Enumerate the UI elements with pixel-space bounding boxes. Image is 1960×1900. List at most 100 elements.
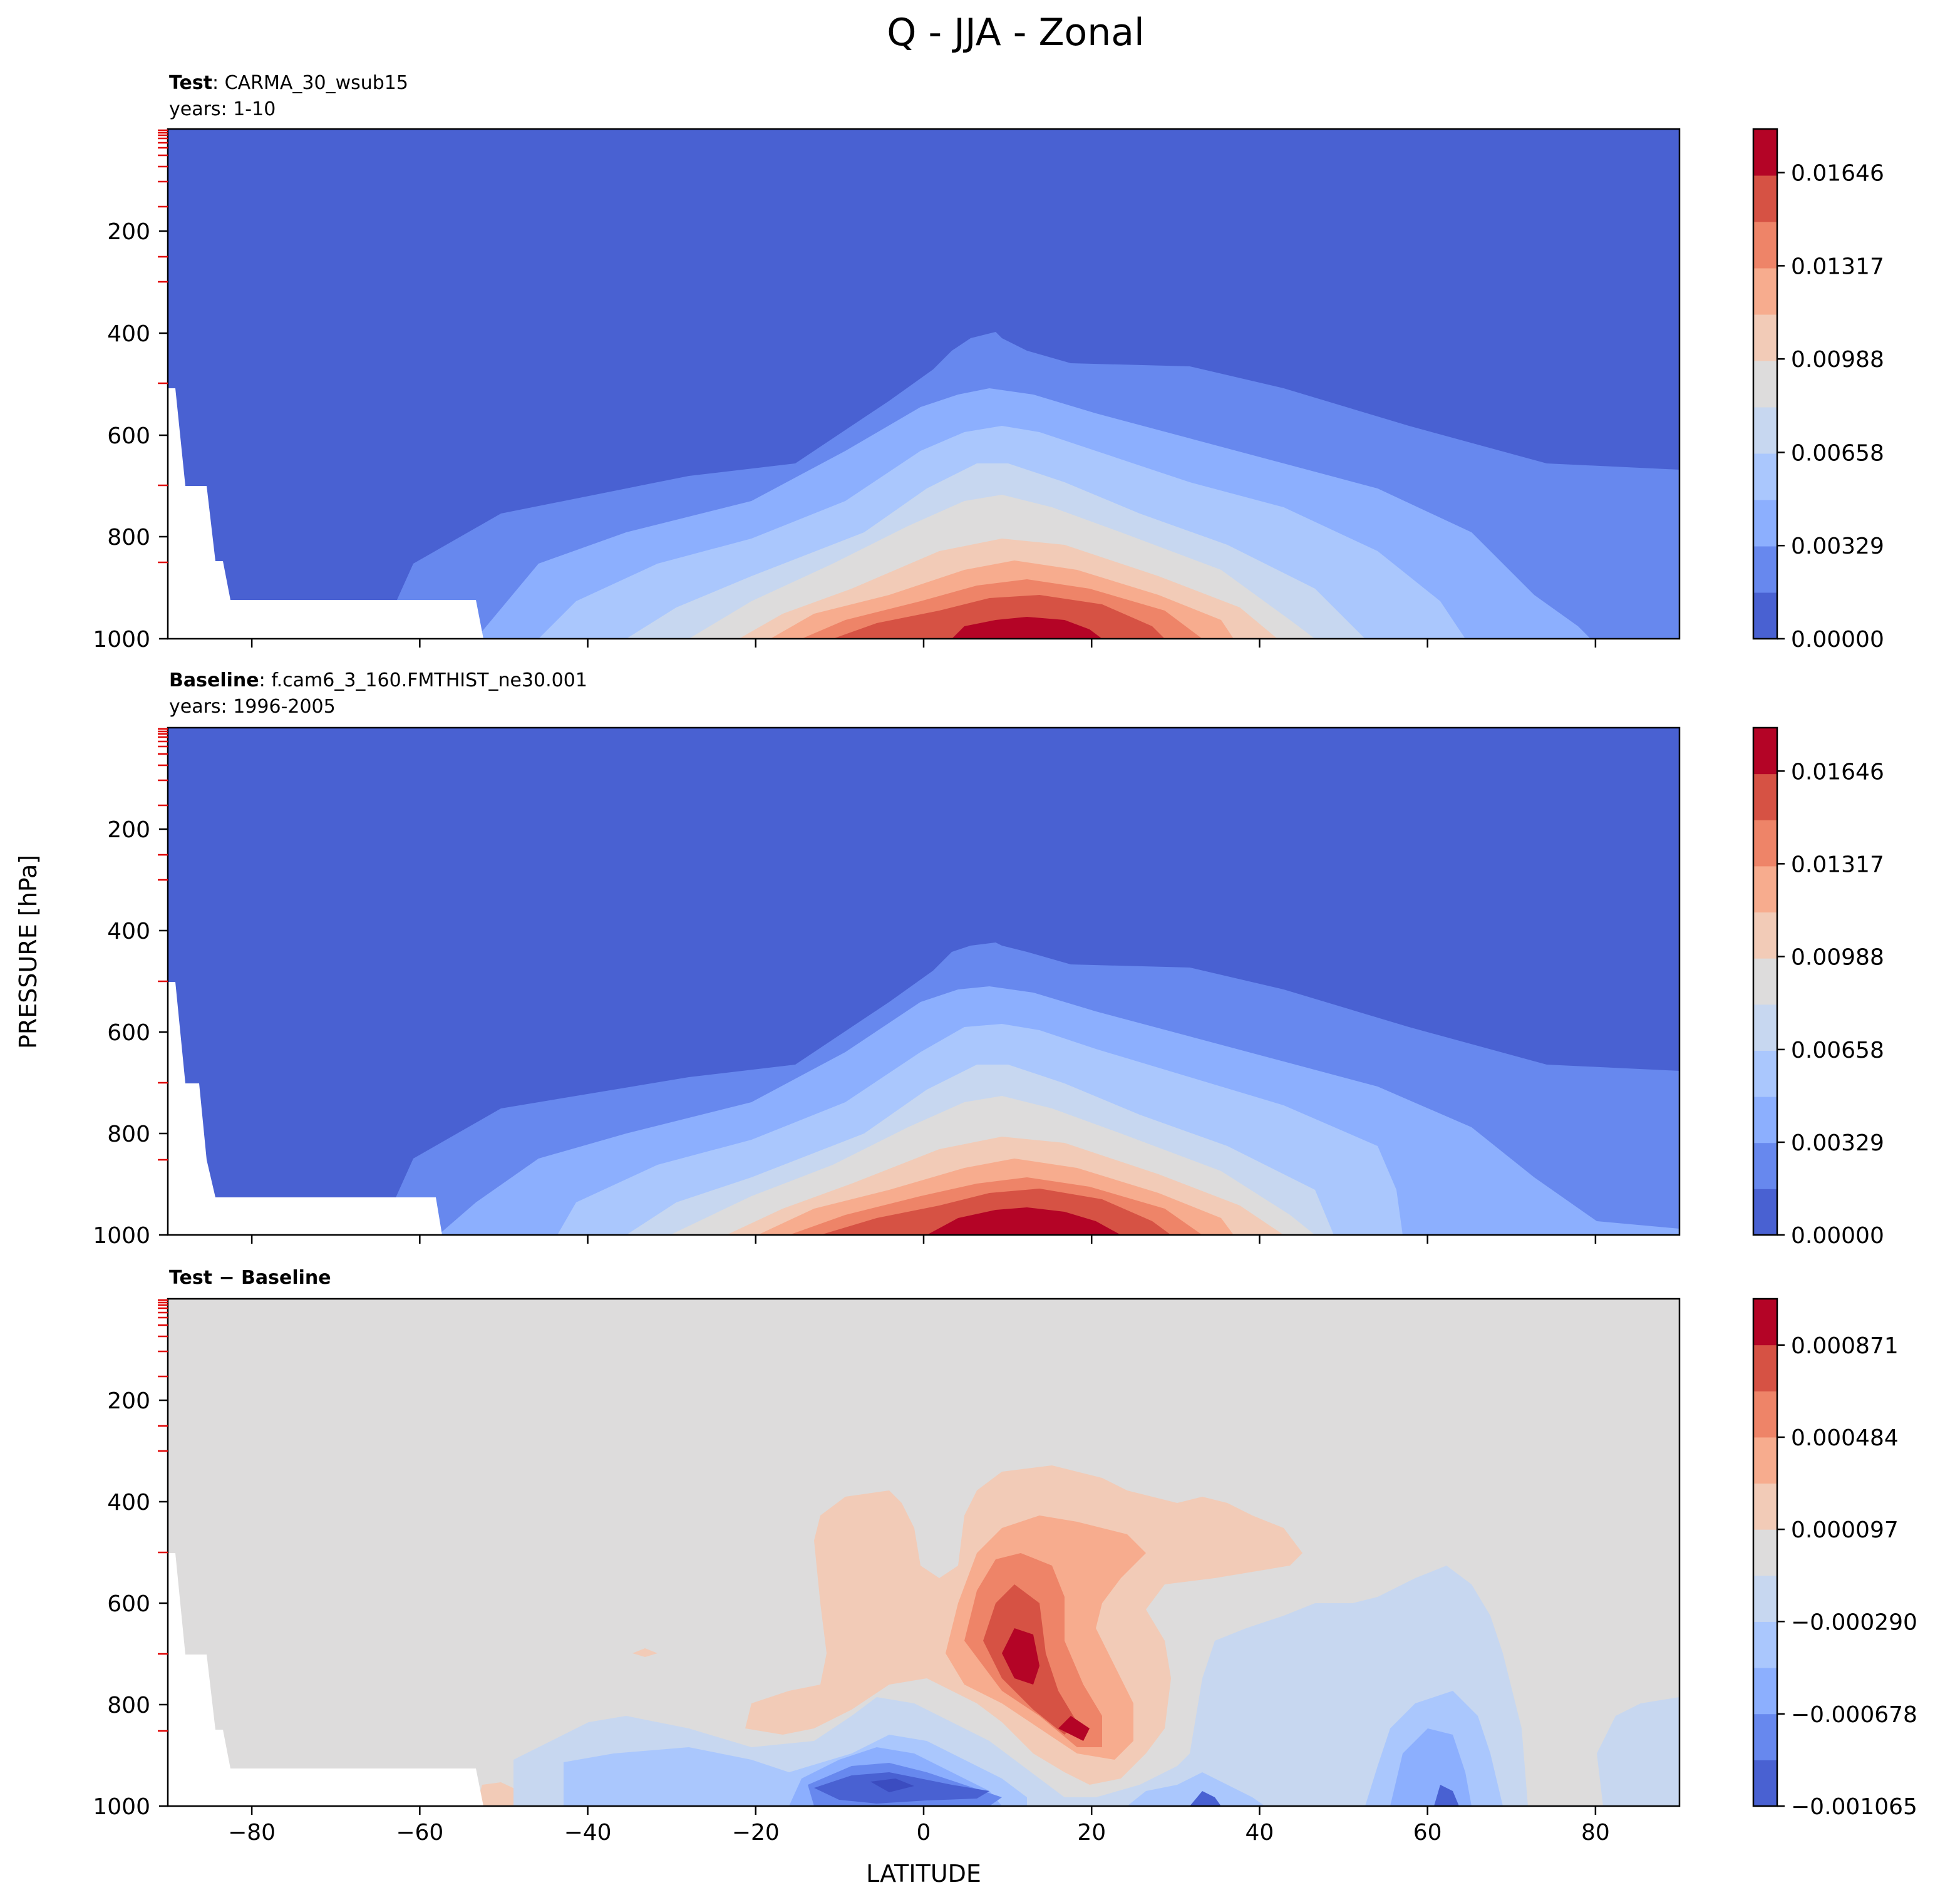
colorbar-tick-label: 0.000871 (1791, 1333, 1899, 1359)
colorbar-tick-label: −0.000290 (1791, 1609, 1917, 1635)
panel-subtitle: years: 1-10 (169, 98, 276, 120)
y-tick: 400 (107, 919, 168, 944)
colorbar-swatch (1753, 361, 1777, 408)
colorbar-swatch (1753, 407, 1777, 454)
contour-level-10 (927, 1207, 1121, 1235)
y-axis: 200 400 600 800 1000 (93, 817, 168, 1249)
x-tick-label: 60 (1413, 1820, 1442, 1846)
colorbar-swatch (1753, 546, 1777, 593)
colorbar-swatch (1753, 820, 1777, 867)
colorbar-swatch (1753, 453, 1777, 500)
colorbar-swatch (1753, 1713, 1777, 1760)
missing-data-region (168, 1553, 483, 1806)
y-tick-label: 800 (107, 1693, 150, 1718)
colorbar-swatch (1753, 958, 1777, 1005)
panel-baseline: Baseline: f.cam6_3_160.FMTHIST_ne30.001 … (93, 669, 1884, 1249)
contour-level-10 (952, 617, 1102, 639)
colorbar-swatch (1753, 1437, 1777, 1484)
colorbar-swatch (1753, 728, 1777, 775)
colorbar: 0.00000 0.00329 0.00658 0.00988 0.01317 0.016… (1752, 128, 1884, 653)
contour-positive-8 (632, 1648, 658, 1657)
colorbar-tick-label: 0.00000 (1791, 627, 1884, 653)
contour-negative-4 (1127, 1772, 1265, 1806)
colorbar-tick-label: 0.00000 (1791, 1223, 1884, 1249)
missing-data-region (168, 388, 483, 639)
y-tick: 200 (107, 219, 168, 245)
contour-field (168, 129, 1679, 639)
colorbar-swatch (1753, 1189, 1777, 1236)
panel-title-bold: Baseline (169, 669, 259, 691)
colorbar-tick-label: 0.01646 (1791, 759, 1884, 785)
panel-title: Test: CARMA_30_wsub15 (169, 72, 408, 94)
contour-negative-7 (1390, 1728, 1472, 1806)
contour-field (168, 728, 1679, 1235)
colorbar-tick-label: 0.000484 (1791, 1425, 1899, 1451)
colorbar-swatch (1753, 129, 1777, 176)
panel-difference: Test − Baseline (93, 1267, 1917, 1846)
y-tick-label: 600 (107, 423, 150, 449)
colorbar-swatch (1753, 1621, 1777, 1668)
missing-data-region (168, 982, 442, 1235)
colorbar-swatch (1753, 592, 1777, 639)
colorbar-tick-label: 0.00658 (1791, 440, 1884, 466)
y-tick-label: 600 (107, 1020, 150, 1046)
panel-title: Test − Baseline (169, 1267, 331, 1289)
figure-title: Q - JJA - Zonal (887, 11, 1144, 54)
colorbar-swatch (1753, 1668, 1777, 1715)
colorbar-swatch (1753, 1345, 1777, 1391)
colorbar-swatch (1753, 912, 1777, 959)
x-tick-label: −80 (228, 1820, 276, 1846)
y-tick-label: 600 (107, 1591, 150, 1617)
panel-test: Test: CARMA_30_wsub15 years: 1-10 200 40… (93, 72, 1884, 653)
model-level-ticks (158, 129, 168, 564)
x-tick-label: 40 (1246, 1820, 1274, 1846)
y-tick: 200 (107, 817, 168, 843)
panel-title-bold: Test (169, 72, 212, 94)
colorbar-tick-label: 0.01317 (1791, 254, 1884, 279)
colorbar-swatch (1753, 773, 1777, 820)
colorbar-tick-label: 0.00988 (1791, 944, 1884, 970)
colorbar-tick-label: −0.001065 (1791, 1794, 1917, 1820)
y-tick: 800 (107, 1693, 168, 1718)
panel-subtitle: years: 1996-2005 (169, 696, 336, 718)
contour-negative-1 (513, 1566, 1528, 1806)
x-axis (250, 639, 1597, 648)
colorbar-swatch (1753, 1529, 1777, 1576)
colorbar-swatch (1753, 1299, 1777, 1346)
colorbar-tick-label: 0.01646 (1791, 161, 1884, 187)
panel-title-rest: : CARMA_30_wsub15 (212, 72, 408, 94)
contour-negative-11 (1190, 1791, 1221, 1806)
colorbar-tick-label: 0.00988 (1791, 347, 1884, 373)
x-tick-label: −20 (732, 1820, 780, 1846)
colorbar-swatch (1753, 1142, 1777, 1189)
colorbar-tick-label: 0.00658 (1791, 1038, 1884, 1063)
x-tick-label: −40 (564, 1820, 612, 1846)
y-axis: 200 400 600 800 1000 (93, 1388, 168, 1820)
x-tick-label: 0 (917, 1820, 931, 1846)
x-axis (250, 1235, 1597, 1244)
colorbar-swatch (1753, 865, 1777, 913)
y-tick-label: 400 (107, 1490, 150, 1515)
y-tick-label: 800 (107, 1122, 150, 1147)
colorbar-swatch (1753, 500, 1777, 547)
colorbar-swatch (1753, 175, 1777, 222)
x-tick-label: −60 (396, 1820, 443, 1846)
colorbar-swatch (1753, 1575, 1777, 1622)
y-tick-label: 400 (107, 321, 150, 347)
y-tick-label: 1000 (93, 1223, 150, 1249)
colorbar-tick-label: 0.000097 (1791, 1517, 1899, 1543)
y-tick-label: 1000 (93, 627, 150, 653)
panel-title-rest: : f.cam6_3_160.FMTHIST_ne30.001 (259, 669, 587, 691)
colorbar-tick-label: 0.01317 (1791, 852, 1884, 877)
colorbar-swatch (1753, 222, 1777, 269)
colorbar: −0.001065 −0.000678 −0.000290 0.000097 0.000… (1752, 1298, 1917, 1820)
colorbar-frame (1752, 1298, 1778, 1807)
y-tick-label: 800 (107, 525, 150, 550)
panel-title: Baseline: f.cam6_3_160.FMTHIST_ne30.001 (169, 669, 587, 691)
colorbar: 0.00000 0.00329 0.00658 0.00988 0.01317 0.016… (1752, 726, 1884, 1249)
colorbar-tick-label: 0.00329 (1791, 1130, 1884, 1156)
colorbar-swatch (1753, 1004, 1777, 1051)
colorbar-tick-label: 0.00329 (1791, 534, 1884, 559)
colorbar-swatch (1753, 268, 1777, 315)
